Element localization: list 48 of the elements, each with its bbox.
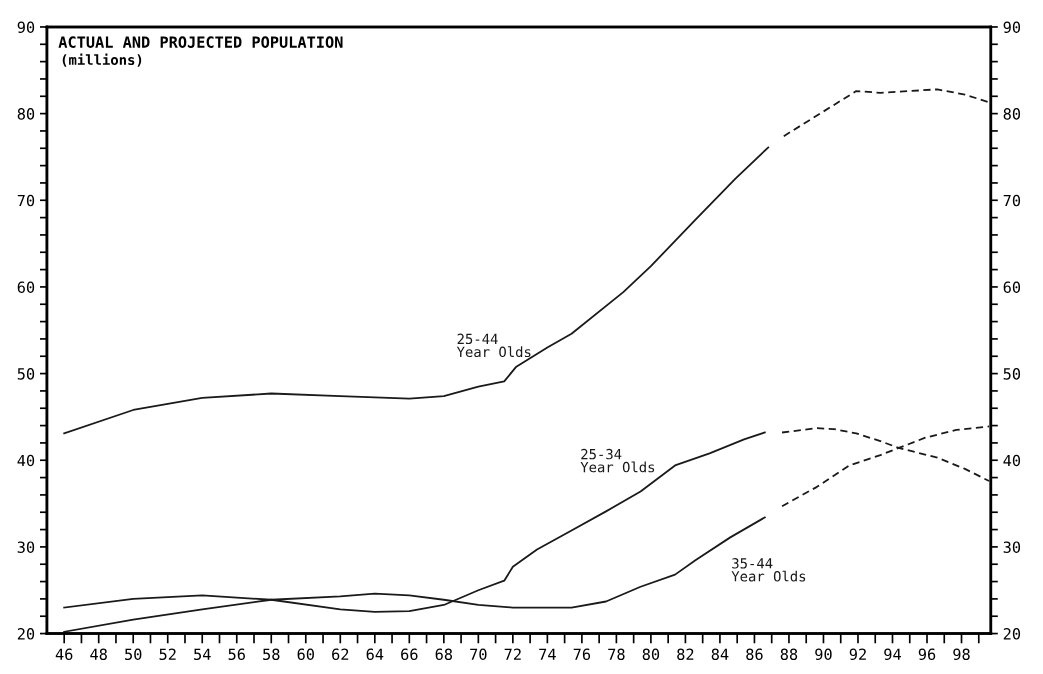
x-tick-label: 72 <box>504 648 521 660</box>
x-tick-label: 98 <box>953 648 970 661</box>
x-tick-label: 88 <box>780 648 798 661</box>
x-tick-label: 50 <box>125 648 142 661</box>
y-tick-label: 50 <box>17 368 35 380</box>
x-tick-label: 46 <box>55 648 73 661</box>
y2-tick-label: 20 <box>1003 628 1021 640</box>
y2-tick-label: 80 <box>1003 108 1021 120</box>
x-tick-label: 94 <box>884 648 901 661</box>
y2-tick-label: 30 <box>1003 541 1021 553</box>
y-tick-label: 30 <box>17 541 35 553</box>
x-tick-label: 48 <box>90 648 107 661</box>
y2-tick-label: 60 <box>1003 281 1021 293</box>
text: (millions) <box>62 53 142 67</box>
y-tick-label: 80 <box>17 108 35 120</box>
chart-title: ACTUAL AND PROJECTED POPULATION <box>58 36 343 48</box>
x-tick-label: 60 <box>297 648 314 661</box>
series-label: 35-44 Year Olds <box>731 558 806 582</box>
x-tick-label: 80 <box>642 648 660 661</box>
x-tick-label: 74 <box>539 648 556 660</box>
x-tick-label: 70 <box>470 648 487 661</box>
x-tick-label: 90 <box>815 648 832 661</box>
x-tick-label: 78 <box>608 648 625 661</box>
x-tick-label: 56 <box>228 648 245 661</box>
series-label: 25-34 Year Olds <box>580 448 655 473</box>
y2-tick-label: 40 <box>1003 454 1021 467</box>
x-tick-label: 76 <box>573 648 591 661</box>
x-tick-label: 64 <box>366 648 384 661</box>
x-tick-label: 54 <box>194 648 211 661</box>
x-tick-label: 52 <box>159 648 176 661</box>
series-label: 25-44 Year Olds <box>456 333 531 358</box>
x-tick-label: 86 <box>746 648 763 661</box>
x-tick-label: 66 <box>401 648 418 661</box>
x-tick-label: 92 <box>849 648 866 661</box>
x-tick-label: 62 <box>332 648 349 661</box>
y-tick-label: 20 <box>17 628 35 640</box>
x-tick-label: 68 <box>435 648 453 661</box>
y-tick-label: 40 <box>17 454 35 467</box>
y-tick-label: 60 <box>17 281 35 293</box>
y2-tick-label: 90 <box>1003 21 1021 34</box>
y-tick-label: 90 <box>17 21 35 34</box>
y2-tick-label: 50 <box>1003 368 1021 380</box>
x-tick-label: 58 <box>263 648 280 661</box>
y-tick-label: 70 <box>17 194 35 207</box>
y2-tick-label: 70 <box>1003 194 1021 207</box>
x-tick-label: 96 <box>918 648 936 661</box>
x-tick-label: 84 <box>711 648 729 661</box>
x-tick-label: 82 <box>677 648 694 661</box>
